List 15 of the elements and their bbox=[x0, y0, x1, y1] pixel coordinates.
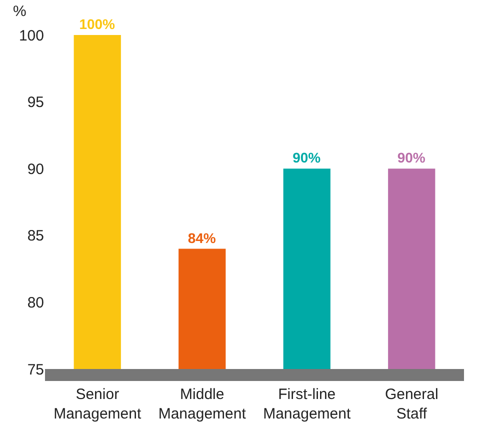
y-tick-label: 95 bbox=[27, 94, 44, 112]
y-tick-label: 80 bbox=[27, 294, 44, 312]
data-label: 90% bbox=[397, 150, 426, 166]
x-tick-label: General Staff bbox=[384, 386, 438, 422]
y-tick-label: 100 bbox=[18, 27, 44, 44]
data-label: 84% bbox=[188, 230, 216, 246]
x-tick-label: Senior Management bbox=[54, 386, 142, 422]
x-tick-label: First-line Management bbox=[263, 386, 352, 422]
y-tick-label: 90 bbox=[27, 160, 44, 178]
x-tick-label: Middle Management bbox=[158, 386, 247, 422]
data-label: 90% bbox=[292, 150, 322, 166]
y-tick-label: 75 bbox=[27, 361, 44, 378]
y-tick-label: 85 bbox=[27, 228, 44, 245]
y-axis-title: % bbox=[13, 3, 26, 20]
data-label: 100% bbox=[79, 16, 116, 32]
